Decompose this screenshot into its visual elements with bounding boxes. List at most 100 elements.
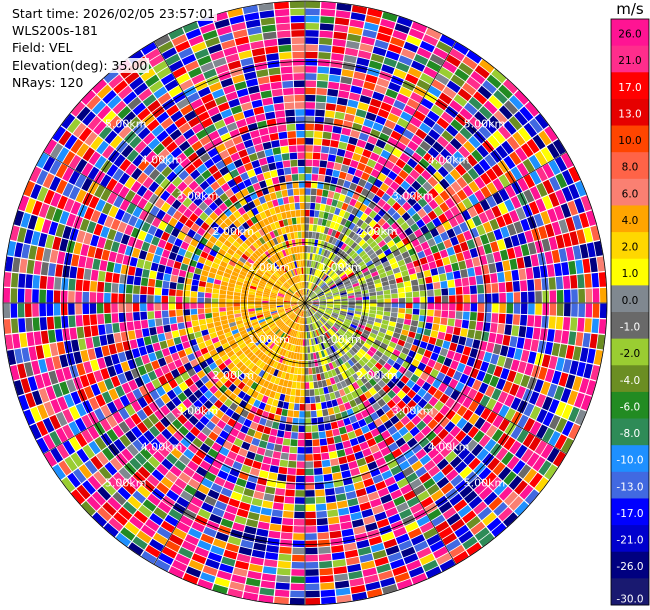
gate-cell (367, 335, 376, 343)
gate-cell (174, 116, 187, 128)
gate-cell (298, 425, 305, 433)
gate-cell (390, 288, 398, 294)
gate-cell (104, 313, 112, 324)
gate-cell (429, 540, 445, 553)
gate-cell (131, 426, 143, 439)
gate-cell (120, 361, 130, 373)
gate-cell (128, 215, 138, 227)
gate-cell (309, 308, 315, 314)
gate-cell (239, 364, 247, 373)
gate-cell (520, 448, 534, 463)
gate-cell (427, 447, 440, 459)
gate-cell (81, 90, 96, 106)
gate-cell (185, 566, 202, 578)
gate-cell (227, 350, 235, 358)
gate-cell (396, 216, 406, 226)
gate-cell (353, 332, 361, 338)
gate-cell (350, 241, 358, 250)
gate-cell (372, 194, 381, 204)
gate-cell (420, 98, 434, 110)
gate-cell (474, 176, 486, 189)
gate-cell (309, 308, 314, 315)
gate-cell (405, 421, 416, 431)
gate-cell (328, 81, 340, 90)
gate-cell (572, 245, 582, 260)
gate-cell (323, 314, 330, 319)
gate-cell (442, 507, 457, 520)
gate-cell (274, 283, 281, 289)
gate-cell (62, 167, 74, 182)
gate-cell (233, 421, 243, 431)
gate-cell (256, 204, 264, 213)
gate-cell (357, 276, 365, 283)
gate-cell (188, 202, 198, 213)
gate-cell (305, 267, 307, 274)
gate-cell (170, 147, 183, 159)
gate-cell (309, 346, 313, 353)
gate-cell (199, 275, 208, 282)
gate-cell (468, 457, 481, 471)
gate-cell (111, 303, 118, 313)
gate-cell (263, 426, 272, 435)
gate-cell (160, 476, 174, 489)
gate-cell (341, 226, 348, 235)
gate-cell (460, 269, 468, 278)
gate-cell (403, 342, 412, 350)
gate-cell (511, 269, 520, 281)
gate-cell (250, 381, 258, 390)
gate-cell (338, 426, 347, 435)
gate-cell (235, 361, 244, 369)
gate-cell (69, 365, 79, 378)
gate-cell (254, 222, 262, 231)
gate-cell (390, 262, 399, 270)
gate-cell (133, 276, 142, 286)
gate-cell (310, 316, 314, 323)
gate-cell (48, 263, 56, 277)
gate-cell (319, 296, 326, 300)
gate-cell (333, 295, 341, 299)
gate-cell (266, 241, 273, 249)
gate-cell (477, 312, 485, 322)
gate-cell (191, 320, 200, 327)
gate-cell (444, 386, 454, 397)
gate-cell (346, 330, 353, 337)
gate-cell (319, 298, 326, 301)
gate-cell (333, 31, 348, 40)
gate-cell (316, 510, 328, 518)
gate-cell (199, 460, 211, 471)
gate-cell (198, 319, 207, 326)
gate-cell (245, 261, 253, 268)
gate-cell (49, 342, 59, 357)
gate-cell (541, 238, 551, 252)
gate-cell (308, 290, 312, 297)
gate-cell (345, 424, 354, 433)
gate-cell (377, 487, 390, 498)
gate-cell (377, 108, 390, 119)
gate-cell (366, 158, 377, 168)
gate-cell (547, 208, 558, 223)
gate-cell (387, 459, 398, 470)
gate-cell (278, 423, 286, 431)
gate-cell (425, 322, 433, 330)
gate-cell (338, 388, 346, 397)
gate-cell (369, 98, 382, 108)
gate-cell (306, 339, 310, 346)
gate-cell (375, 350, 383, 358)
gate-cell (89, 292, 97, 303)
gate-cell (218, 71, 232, 81)
gate-cell (353, 481, 365, 491)
gate-cell (428, 336, 437, 345)
gate-cell (373, 339, 382, 346)
gate-cell (368, 313, 376, 318)
gate-cell (269, 523, 282, 532)
gate-cell (242, 203, 251, 213)
gate-cell (401, 347, 410, 355)
gate-cell (399, 135, 411, 146)
gate-cell (305, 303, 311, 308)
gate-cell (212, 507, 225, 518)
gate-cell (230, 529, 243, 539)
gate-cell (93, 223, 104, 236)
gate-cell (62, 265, 71, 278)
gate-cell (242, 213, 250, 222)
gate-cell (327, 154, 336, 162)
